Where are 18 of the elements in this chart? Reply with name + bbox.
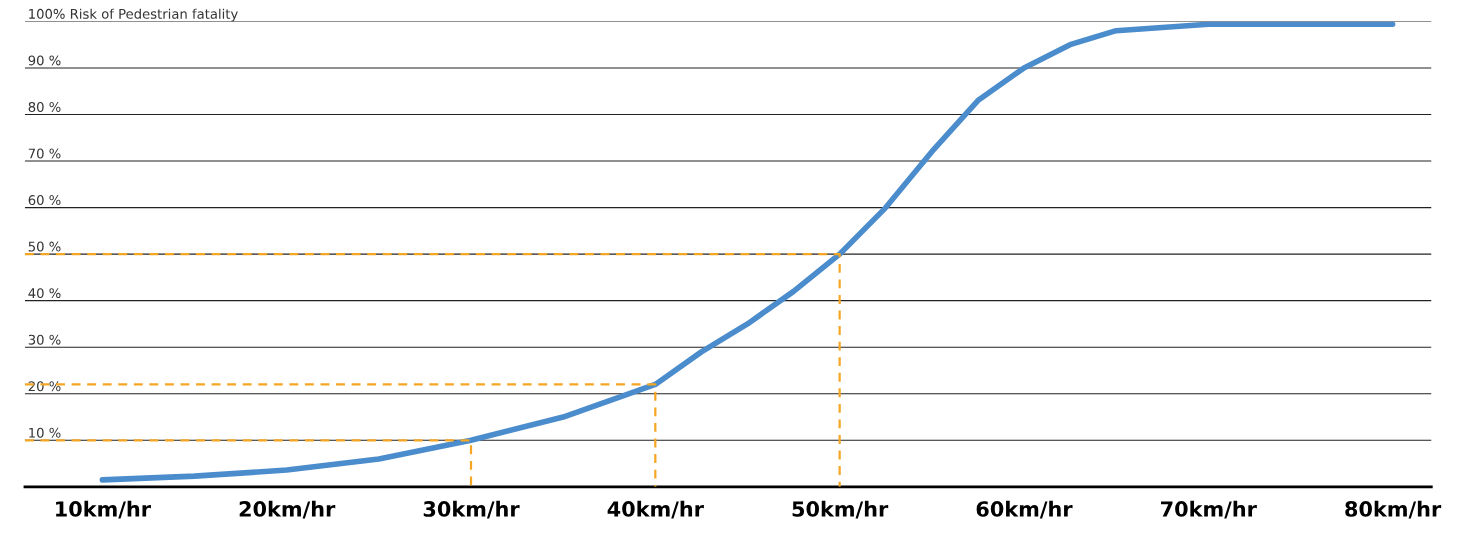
x-tick-label: 30km/hr	[423, 500, 520, 519]
x-tick-label: 60km/hr	[976, 500, 1073, 519]
x-tick-label: 10km/hr	[56, 500, 151, 519]
y-tick-label: 70 %	[28, 148, 61, 159]
y-tick-label: 80 %	[28, 101, 61, 112]
y-tick-label: 10 %	[29, 427, 61, 438]
y-tick-label: 50 %	[28, 241, 61, 252]
y-tick-label: 20 %	[28, 381, 61, 392]
y-tick-label: 60 %	[28, 195, 61, 206]
y-tick-label: 40 %	[28, 288, 61, 299]
x-tick-label: 40km/hr	[607, 500, 704, 519]
y-tick-label: 100% Risk of Pedestrian fatality	[29, 8, 238, 22]
x-tick-label: 80km/hr	[1345, 500, 1442, 519]
y-tick-label: 30 %	[28, 334, 61, 345]
x-tick-label: 20km/hr	[239, 500, 336, 519]
y-tick-label: 90 %	[28, 55, 61, 66]
x-tick-label: 50km/hr	[792, 500, 889, 519]
x-tick-label: 70km/hr	[1161, 500, 1257, 519]
